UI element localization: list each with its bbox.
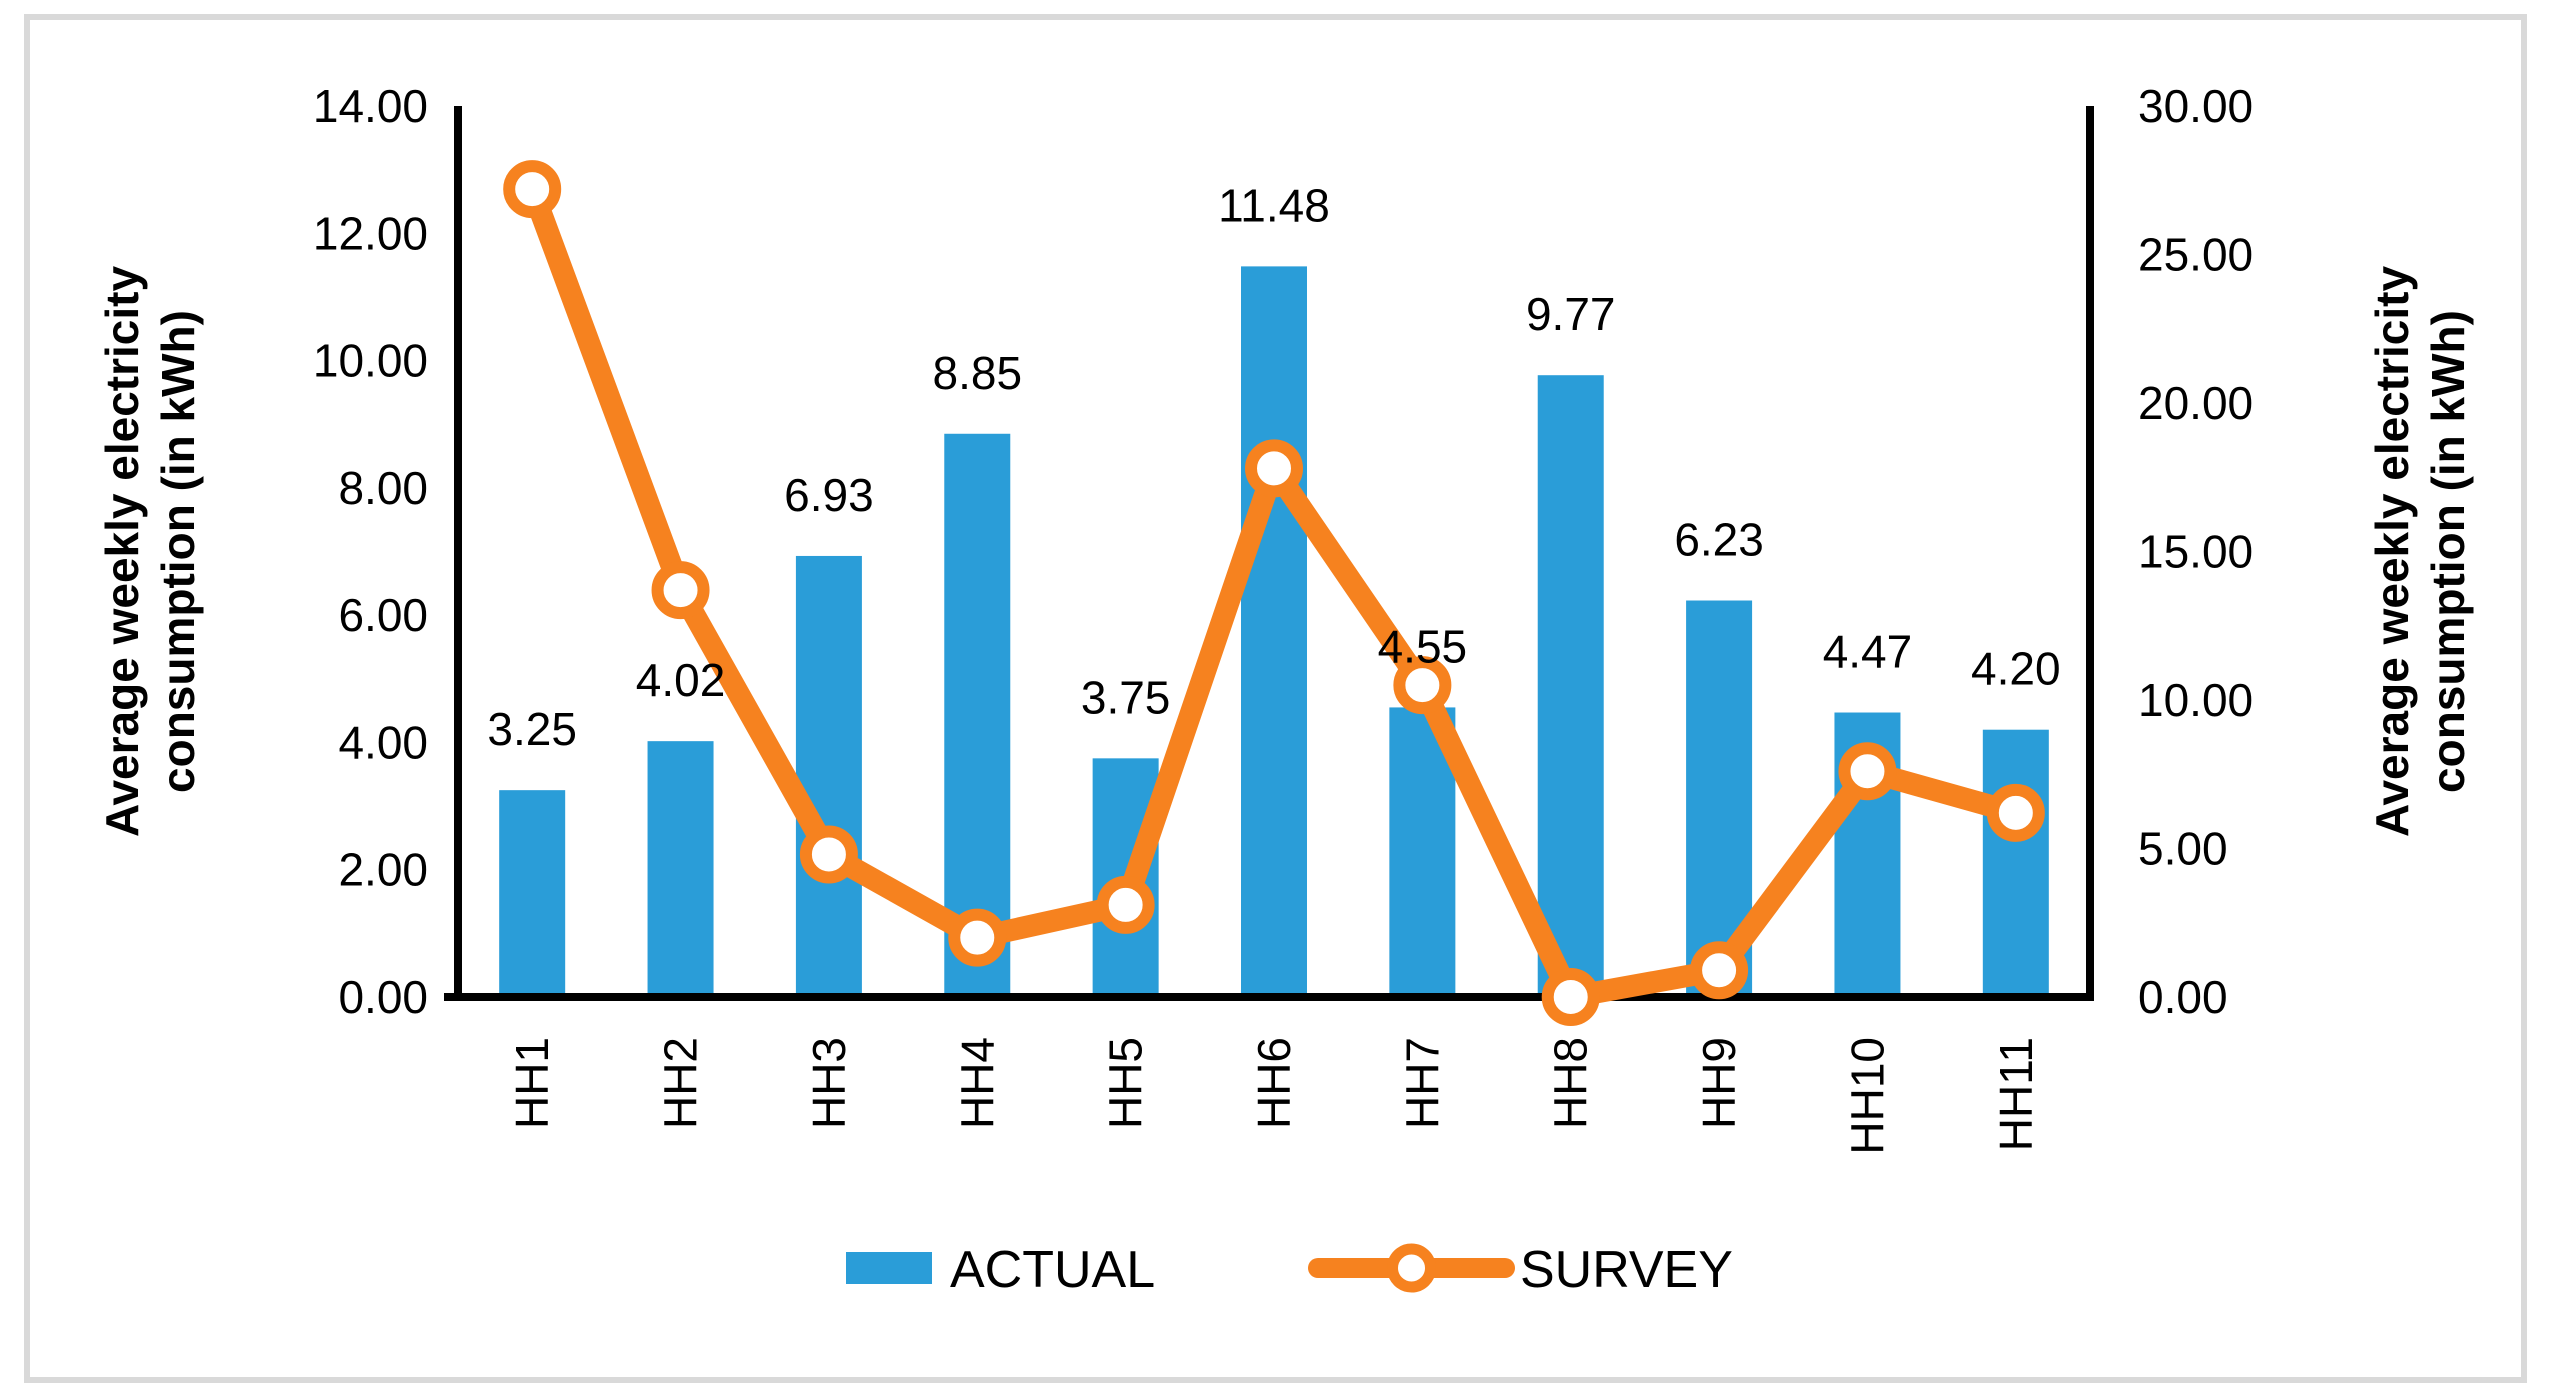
survey-marker-HH5 [1096, 875, 1155, 934]
bar-data-label: 3.75 [1081, 671, 1171, 723]
category-label-HH5: HH5 [1100, 1037, 1152, 1129]
bar-data-label: 6.93 [784, 469, 874, 521]
bar-HH6 [1241, 266, 1307, 997]
survey-marker-HH2 [651, 561, 710, 620]
left-axis-tick-label: 14.00 [313, 80, 428, 132]
bar-data-label: 9.77 [1526, 288, 1616, 340]
category-label-HH10: HH10 [1841, 1037, 1893, 1155]
bar-data-label: 8.85 [933, 347, 1023, 399]
legend-survey-marker [1387, 1243, 1436, 1293]
bar-data-label: 4.20 [1971, 643, 2061, 695]
right-axis-tick-label: 15.00 [2138, 526, 2253, 578]
left-axis-tick-label: 12.00 [313, 207, 428, 259]
right-axis-title-line1: Average weekly electricity [2366, 266, 2418, 838]
survey-marker-HH9 [1690, 941, 1749, 1000]
bar-HH11 [1982, 729, 2049, 997]
bar-data-label: 11.48 [1218, 179, 1330, 231]
survey-marker-HH6 [1245, 439, 1303, 498]
bar-HH2 [647, 741, 714, 997]
survey-marker-HH8 [1541, 968, 1600, 1026]
survey-marker-HH7 [1393, 656, 1452, 715]
legend-actual-swatch [846, 1252, 932, 1284]
bar-data-label: 6.23 [1674, 514, 1764, 566]
survey-marker-HH1 [503, 160, 562, 219]
survey-marker-HH10 [1838, 742, 1897, 801]
category-label-HH8: HH8 [1545, 1037, 1597, 1129]
right-axis-tick-label: 25.00 [2138, 229, 2253, 281]
category-label-HH1: HH1 [506, 1037, 558, 1129]
bar-HH1 [499, 790, 566, 997]
left-axis-tick-label: 10.00 [313, 335, 428, 387]
bar-data-label: 4.02 [636, 654, 726, 706]
left-axis-tick-label: 0.00 [338, 971, 428, 1023]
bar-HH4 [944, 433, 1011, 997]
right-axis-tick-label: 30.00 [2138, 80, 2253, 132]
category-label-HH2: HH2 [655, 1037, 707, 1129]
survey-marker-HH3 [799, 825, 858, 884]
bar-data-label: 4.47 [1823, 626, 1913, 678]
bar-data-label: 4.55 [1378, 620, 1468, 672]
right-axis-tick-label: 10.00 [2138, 674, 2253, 726]
legend-actual-label: ACTUAL [950, 1241, 1155, 1299]
left-axis-tick-label: 2.00 [338, 844, 428, 896]
survey-marker-HH11 [1986, 783, 2045, 842]
category-label-HH3: HH3 [803, 1037, 855, 1129]
bar-HH8 [1537, 375, 1604, 997]
category-label-HH9: HH9 [1693, 1037, 1745, 1129]
bar-HH3 [795, 555, 862, 997]
left-axis-tick-label: 8.00 [338, 462, 428, 514]
right-axis-tick-label: 5.00 [2138, 823, 2228, 875]
category-label-HH7: HH7 [1396, 1037, 1448, 1129]
left-axis-title-line1: Average weekly electricity [96, 266, 148, 838]
left-axis-tick-label: 4.00 [338, 716, 428, 768]
right-axis-tick-label: 20.00 [2138, 377, 2253, 429]
left-axis-title-line2: consumption (in kWh) [152, 310, 204, 793]
category-label-HH11: HH11 [1990, 1037, 2042, 1151]
category-label-HH4: HH4 [951, 1037, 1003, 1129]
bar-data-label: 3.25 [487, 703, 577, 755]
legend-survey-label: SURVEY [1520, 1241, 1733, 1299]
right-axis-tick-label: 0.00 [2138, 971, 2228, 1023]
category-label-HH6: HH6 [1248, 1037, 1300, 1129]
right-axis-title-line2: consumption (in kWh) [2422, 310, 2474, 793]
left-axis-tick-label: 6.00 [338, 589, 428, 641]
survey-marker-HH4 [948, 908, 1007, 967]
